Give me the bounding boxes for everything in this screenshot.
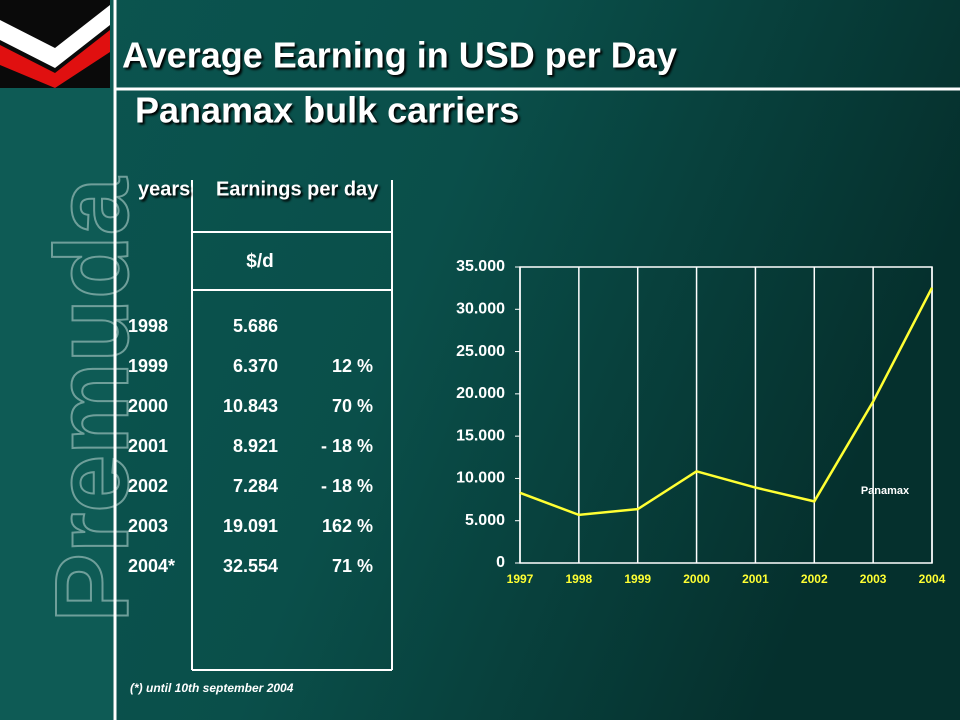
table-cell: 5.686 — [233, 316, 278, 336]
table-header: Earnings per day — [216, 178, 379, 200]
table-cell: 162 % — [322, 516, 373, 536]
table-cell: 71 % — [332, 556, 373, 576]
table-cell: 10.843 — [223, 396, 278, 416]
table-cell: 2004* — [128, 556, 175, 576]
table-cell: 2001 — [128, 436, 168, 456]
logo — [0, 0, 110, 88]
table-cell: 2003 — [128, 516, 168, 536]
table-cell: 6.370 — [233, 356, 278, 376]
table-header: years — [138, 178, 190, 200]
table-cell: 12 % — [332, 356, 373, 376]
table-frame — [191, 180, 393, 671]
x-tick-label: 1997 — [507, 572, 534, 586]
table-cell: 1998 — [128, 316, 168, 336]
y-tick-label: 0 — [496, 554, 505, 571]
x-tick-label: 2002 — [801, 572, 828, 586]
subtitle: Panamax bulk carriers — [135, 90, 519, 131]
y-tick-label: 5.000 — [465, 512, 505, 529]
table-cell: 32.554 — [223, 556, 278, 576]
y-tick-label: 35.000 — [456, 258, 505, 275]
table-cell: 19.091 — [223, 516, 278, 536]
y-tick-label: 15.000 — [456, 427, 505, 444]
table-cell: - 18 % — [321, 476, 373, 496]
left-band — [0, 0, 113, 720]
table-cell: 8.921 — [233, 436, 278, 456]
title: Average Earning in USD per Day — [122, 35, 677, 76]
table-unit: $/d — [246, 251, 273, 272]
table-cell: 70 % — [332, 396, 373, 416]
footnote: (*) until 10th september 2004 — [130, 681, 294, 695]
table-cell: 7.284 — [233, 476, 278, 496]
legend-label: Panamax — [861, 485, 910, 497]
y-tick-label: 20.000 — [456, 385, 505, 402]
plot-frame — [519, 266, 933, 564]
table-cell: - 18 % — [321, 436, 373, 456]
x-tick-label: 2004 — [919, 572, 946, 586]
y-tick-label: 30.000 — [456, 301, 505, 318]
y-tick-label: 10.000 — [456, 470, 505, 487]
x-tick-label: 1998 — [566, 572, 593, 586]
y-tick-label: 25.000 — [456, 343, 505, 360]
table-cell: 2002 — [128, 476, 168, 496]
series-line — [519, 287, 934, 517]
table-cell: 2000 — [128, 396, 168, 416]
x-tick-label: 2000 — [683, 572, 710, 586]
x-tick-label: 2001 — [742, 572, 769, 586]
x-tick-label: 2003 — [860, 572, 887, 586]
logo-text: Premuda — [34, 176, 150, 622]
x-tick-label: 1999 — [624, 572, 651, 586]
table-cell: 1999 — [128, 356, 168, 376]
